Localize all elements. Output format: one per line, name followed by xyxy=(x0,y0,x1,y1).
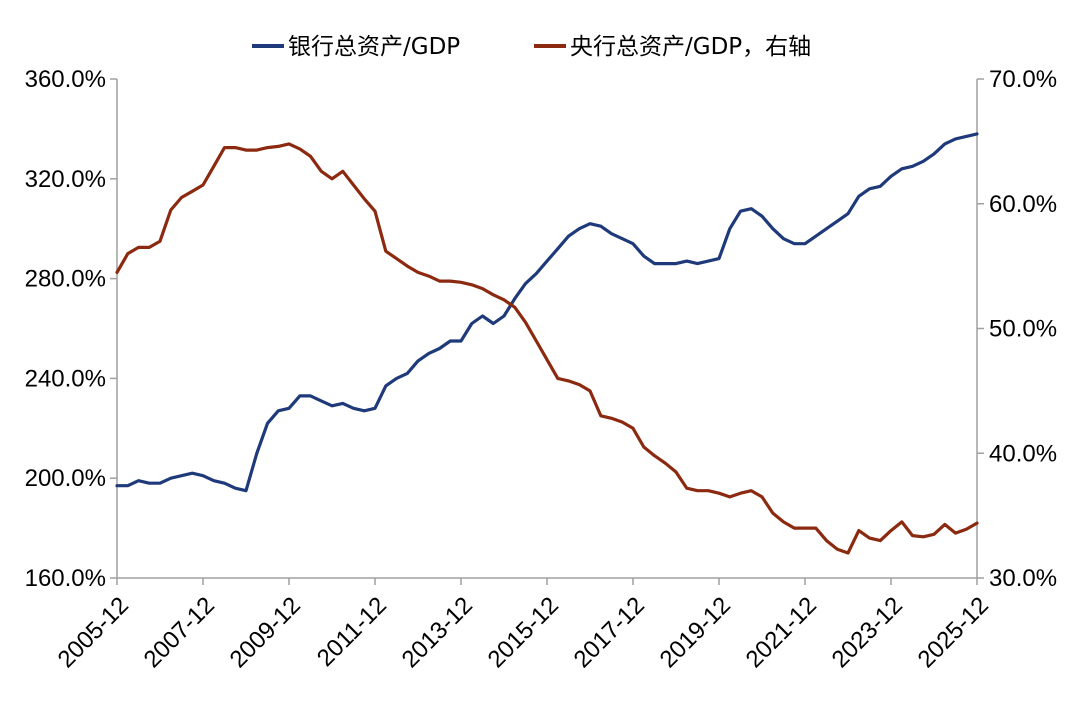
right-y-tick-label: 50.0% xyxy=(989,316,1057,343)
x-tick-label: 2025-12 xyxy=(913,592,994,673)
right-y-tick-label: 40.0% xyxy=(989,440,1057,467)
left-y-tick-label: 160.0% xyxy=(25,565,106,592)
left-y-tick-label: 200.0% xyxy=(25,465,106,492)
series-line-bank-assets xyxy=(115,132,979,493)
right-y-tick-label: 60.0% xyxy=(989,191,1057,218)
legend: 银行总资产/GDP 央行总资产/GDP，右轴 xyxy=(252,34,811,60)
x-tick-label: 2011-12 xyxy=(312,592,392,672)
series-lines xyxy=(115,132,979,555)
x-tick-label: 2017-12 xyxy=(569,592,650,673)
x-tick-label: 2005-12 xyxy=(53,592,134,673)
left-y-tick-label: 360.0% xyxy=(25,66,106,93)
right-y-tick-label: 70.0% xyxy=(989,66,1057,93)
left-y-tick-label: 320.0% xyxy=(25,166,106,193)
x-tick-label: 2019-12 xyxy=(655,592,736,673)
right-y-tick-label: 30.0% xyxy=(989,565,1057,592)
x-tick-label: 2021-12 xyxy=(741,592,822,673)
x-tick-label: 2009-12 xyxy=(225,592,306,673)
series-line-central-bank-assets xyxy=(115,142,979,555)
left-y-tick-label: 280.0% xyxy=(25,266,106,293)
axes: 360.0% 320.0% 280.0% 240.0% 200.0% 160.0% 70.0… xyxy=(25,66,1057,673)
x-tick-label: 2013-12 xyxy=(397,592,478,673)
left-y-tick-label: 240.0% xyxy=(25,365,106,392)
legend-label-bank-assets: 银行总资产/GDP xyxy=(288,34,460,60)
x-tick-label: 2023-12 xyxy=(827,592,908,673)
x-tick-label: 2015-12 xyxy=(483,592,564,673)
x-tick-label: 2007-12 xyxy=(139,592,220,673)
legend-label-central-bank-assets: 央行总资产/GDP，右轴 xyxy=(570,34,811,60)
